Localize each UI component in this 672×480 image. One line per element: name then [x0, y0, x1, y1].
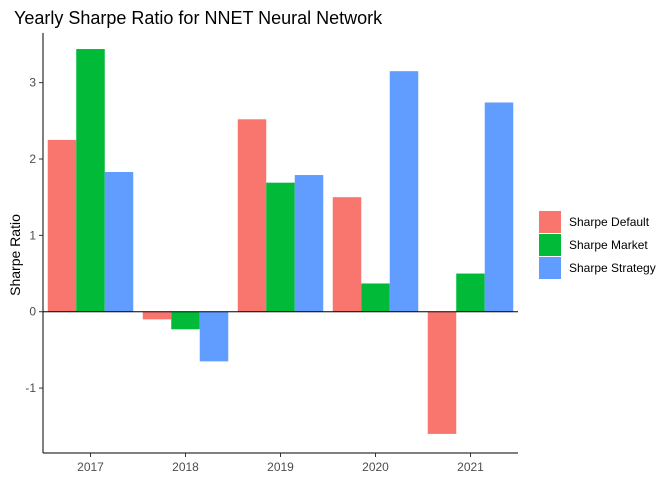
y-tick-label: 0 — [29, 305, 36, 319]
legend-label-sharpe-strategy: Sharpe Strategy — [569, 261, 656, 275]
y-tick-label: 1 — [29, 228, 36, 242]
bar-sharpe-market-2019 — [266, 182, 295, 312]
bar-sharpe-strategy-2019 — [294, 175, 324, 312]
bar-sharpe-strategy-2020 — [389, 71, 419, 312]
legend-key-sharpe-default — [539, 211, 561, 233]
bar-sharpe-strategy-2021 — [484, 102, 514, 312]
bar-sharpe-market-2020 — [361, 283, 390, 312]
bar-sharpe-market-2017 — [76, 49, 105, 312]
x-tick-label: 2020 — [362, 460, 389, 474]
bar-sharpe-strategy-2017 — [104, 171, 134, 312]
legend-label-sharpe-default: Sharpe Default — [569, 215, 650, 229]
bar-sharpe-market-2021 — [456, 273, 485, 312]
x-tick-label: 2018 — [172, 460, 199, 474]
legend-label-sharpe-market: Sharpe Market — [569, 238, 648, 252]
legend-key-sharpe-market — [539, 234, 561, 256]
x-tick-label: 2021 — [457, 460, 484, 474]
legend: Sharpe Default Sharpe Market Sharpe Strate… — [539, 211, 656, 279]
x-tick-label: 2019 — [267, 460, 294, 474]
bar-sharpe-default-2017 — [47, 139, 77, 312]
x-axis-ticks: 2017 2018 2019 2020 2021 — [77, 453, 484, 474]
bars-group — [47, 49, 514, 434]
legend-key-sharpe-strategy — [539, 257, 561, 279]
bar-sharpe-default-2019 — [237, 119, 267, 312]
y-tick-label: -1 — [25, 381, 36, 395]
bar-sharpe-market-2018 — [171, 311, 200, 330]
bar-sharpe-default-2018 — [142, 311, 172, 320]
bar-sharpe-strategy-2018 — [199, 311, 229, 362]
y-tick-label: 3 — [29, 76, 36, 90]
chart-title: Yearly Sharpe Ratio for NNET Neural Netw… — [14, 8, 383, 28]
y-axis-title: Sharpe Ratio — [7, 214, 23, 296]
y-axis-ticks: -1 0 1 2 3 — [25, 76, 43, 395]
x-tick-label: 2017 — [77, 460, 104, 474]
y-tick-label: 2 — [29, 152, 36, 166]
bar-sharpe-default-2020 — [332, 197, 362, 312]
bar-sharpe-default-2021 — [427, 311, 457, 434]
